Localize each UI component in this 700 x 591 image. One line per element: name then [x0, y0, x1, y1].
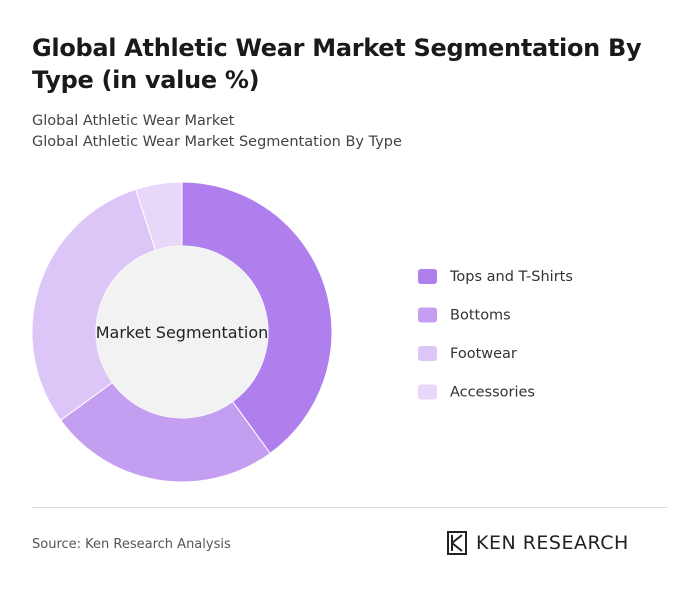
- center-label: Market Segmentation: [96, 323, 269, 342]
- legend-label: Accessories: [450, 385, 535, 401]
- legend-swatch: [418, 384, 437, 400]
- legend-label: Footwear: [450, 346, 517, 362]
- legend-swatch: [418, 307, 437, 323]
- brand-name: KEN RESEARCH: [476, 532, 629, 554]
- logo-icon: [447, 531, 467, 555]
- source-note: Source: Ken Research Analysis: [32, 537, 231, 552]
- chart-title: Global Athletic Wear Market Segmentation…: [32, 34, 642, 94]
- subtitle: Global Athletic Wear Market Segmentation…: [32, 134, 402, 150]
- donut-hole: [96, 246, 268, 418]
- legend-swatch: [418, 346, 437, 361]
- subtitle: Global Athletic Wear Market: [32, 113, 235, 129]
- legend-label: Bottoms: [450, 308, 511, 324]
- divider: [32, 507, 668, 508]
- legend-label: Tops and T-Shirts: [449, 269, 573, 285]
- legend-swatch: [418, 269, 437, 284]
